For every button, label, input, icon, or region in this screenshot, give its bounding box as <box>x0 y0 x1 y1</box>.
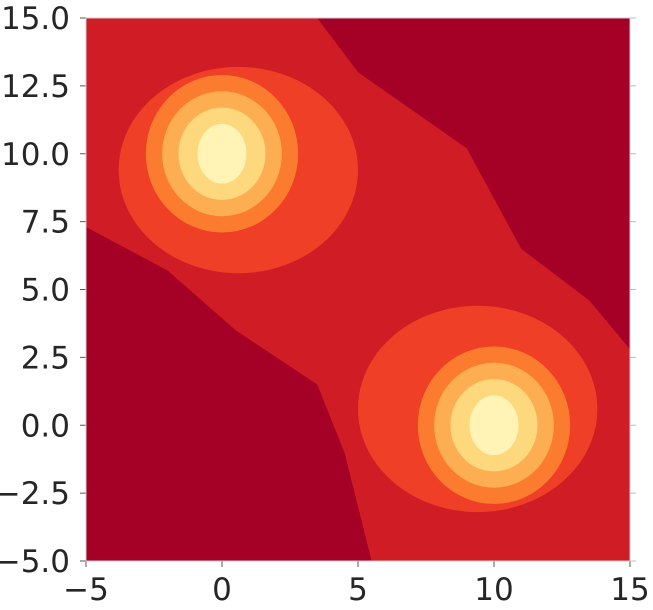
x-tick-label: 0 <box>212 572 232 608</box>
plot-frame <box>85 17 631 562</box>
x-tick-label: 15 <box>610 572 649 608</box>
contour-band-6-peak-2 <box>469 395 519 456</box>
x-tick-label: −5 <box>63 572 109 608</box>
y-tick-label: 2.5 <box>21 340 70 376</box>
contour-band-6-peak-1 <box>197 123 247 184</box>
y-tick-label: 15.0 <box>1 1 70 37</box>
contour-fill-group <box>86 18 630 561</box>
y-tick-label: 5.0 <box>21 273 70 309</box>
x-tick-label: 10 <box>474 572 513 608</box>
x-tick-label: 5 <box>348 572 368 608</box>
y-tick-label: 0.0 <box>21 408 70 444</box>
y-tick-label: 10.0 <box>1 137 70 173</box>
y-tick-label: −2.5 <box>0 476 70 512</box>
y-tick-label: 7.5 <box>21 205 70 241</box>
y-tick-label: 12.5 <box>1 69 70 105</box>
y-tick-label: −5.0 <box>0 544 70 580</box>
